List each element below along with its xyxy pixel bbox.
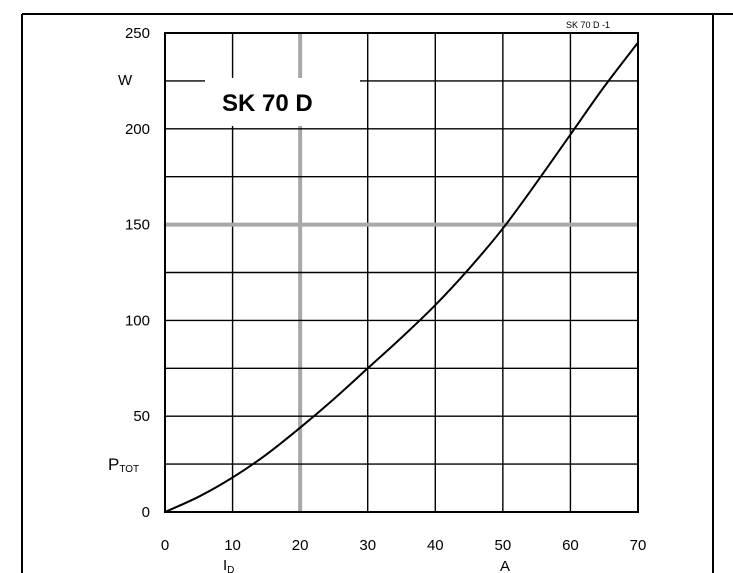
x-axis-label-main: I xyxy=(223,557,227,573)
y-tick-label-200: 200 xyxy=(125,121,150,138)
y-tick-label-0: 0 xyxy=(142,504,150,521)
y-tick-label-100: 100 xyxy=(125,312,150,329)
title-box xyxy=(205,78,360,126)
tick-labels: 0 10 20 30 40 50 60 70 0 50 100 150 200 250 xyxy=(125,25,646,554)
series-line-0 xyxy=(164,41,639,513)
plot-area-border xyxy=(164,32,639,513)
x-tick-label-20: 20 xyxy=(292,537,309,554)
y-tick-label-150: 150 xyxy=(125,217,150,234)
y-tick-label-250: 250 xyxy=(125,25,150,42)
x-tick-label-50: 50 xyxy=(495,537,512,554)
x-tick-label-60: 60 xyxy=(562,537,579,554)
x-tick-label-0: 0 xyxy=(161,537,169,554)
y-axis-label-main: P xyxy=(108,455,119,474)
x-tick-label-70: 70 xyxy=(630,537,647,554)
x-axis-unit: A xyxy=(500,558,510,573)
x-axis-label-sub: D xyxy=(227,565,234,573)
series-layer xyxy=(164,41,639,513)
chart-id: SK 70 D -1 xyxy=(566,20,610,30)
y-axis-unit: W xyxy=(118,72,133,89)
x-axis-label: ID xyxy=(223,557,234,573)
x-tick-label-40: 40 xyxy=(427,537,444,554)
y-axis-label-sub: TOT xyxy=(119,464,139,475)
y-tick-label-50: 50 xyxy=(133,408,150,425)
axes xyxy=(164,32,639,513)
chart-title: SK 70 D xyxy=(222,90,313,117)
x-tick-label-10: 10 xyxy=(224,537,241,554)
y-axis-label: PTOT xyxy=(108,455,139,475)
x-tick-label-30: 30 xyxy=(359,537,376,554)
